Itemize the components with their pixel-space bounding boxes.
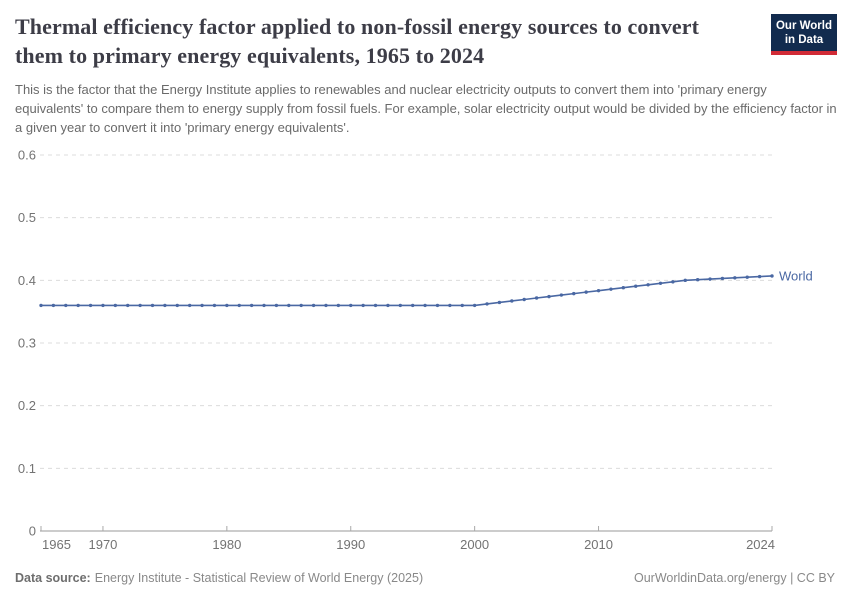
logo-line-2: in Data [784,34,824,46]
y-tick-label: 0.6 [18,148,36,163]
data-point [88,303,93,308]
data-point [472,303,477,308]
data-point [361,303,365,308]
chart-footer: Data source: Energy Institute - Statistic… [15,571,835,585]
logo-line-1: Our World [775,20,832,32]
data-point [770,274,774,278]
data-source: Data source: Energy Institute - Statistic… [15,571,423,585]
data-point [547,294,551,299]
data-point [410,303,415,308]
page-title: Thermal efficiency factor applied to non… [15,14,700,68]
data-point [671,280,675,284]
data-point [101,303,105,308]
data-point [373,303,378,308]
data-point [138,303,142,308]
data-point [237,303,241,308]
y-tick-label: 0.3 [18,336,36,351]
data-point [386,303,390,308]
data-point [150,303,155,308]
data-point [584,290,588,294]
data-point [64,303,68,308]
x-tick-label: 1965 [42,537,71,552]
data-point [733,276,737,280]
data-point [76,303,80,308]
data-point [510,299,514,303]
line-chart: 0 0.1 0.2 0.3 0.4 0.5 0.6 1965 1970 1980 1990 2000 2… [18,148,813,553]
data-point [646,283,650,287]
data-point [720,276,725,281]
data-point [200,303,204,308]
data-point [695,278,700,282]
data-point [39,303,43,308]
data-point [757,274,762,279]
x-tick-label: 2010 [584,537,613,552]
x-tick-label: 1970 [88,537,117,552]
data-point [621,286,626,290]
chart-subtitle: This is the factor that the Energy Insti… [15,82,837,135]
data-point [708,277,712,281]
data-point [349,303,353,308]
data-point [113,303,118,308]
series-label: World [779,268,813,283]
data-point [534,296,539,300]
data-point [658,281,663,285]
y-tick-label: 0.4 [18,273,36,288]
x-tick-label: 2000 [460,537,489,552]
owid-logo: Our World in Data [771,14,837,55]
data-point [225,303,229,308]
y-tick-label: 0.1 [18,461,36,476]
data-source-label: Data source: [15,571,91,585]
data-point [683,278,687,283]
data-point [336,303,341,308]
data-point [497,300,502,305]
data-point [163,303,167,308]
data-point [274,303,279,308]
data-point [609,287,613,291]
data-point [745,275,749,279]
data-point [262,303,266,308]
data-point [460,303,464,308]
data-point [299,303,303,308]
data-point [485,302,489,306]
data-point [522,297,526,302]
data-point [634,284,638,288]
data-point [572,291,576,296]
data-point [311,303,316,308]
data-source-text: Energy Institute - Statistical Review of… [94,571,424,585]
y-tick-label: 0.2 [18,398,36,413]
data-point [448,303,452,308]
x-tick-label: 1990 [336,537,365,552]
data-point [175,303,179,308]
data-point [187,303,192,308]
data-point [423,303,427,308]
y-tick-label: 0.5 [18,210,36,225]
x-tick-label: 2024 [746,537,775,552]
data-point [126,303,130,308]
data-point [249,303,254,308]
credit-link[interactable]: OurWorldinData.org/energy | CC BY [633,571,835,585]
data-point [596,288,601,293]
data-point [559,293,564,297]
data-point [51,303,56,308]
data-point [287,303,291,308]
data-point [398,303,403,308]
data-point [212,303,217,308]
y-tick-label: 0 [29,524,36,539]
data-line [40,275,773,307]
x-tick-label: 1980 [212,537,241,552]
data-point [435,303,440,308]
data-point [324,303,328,308]
